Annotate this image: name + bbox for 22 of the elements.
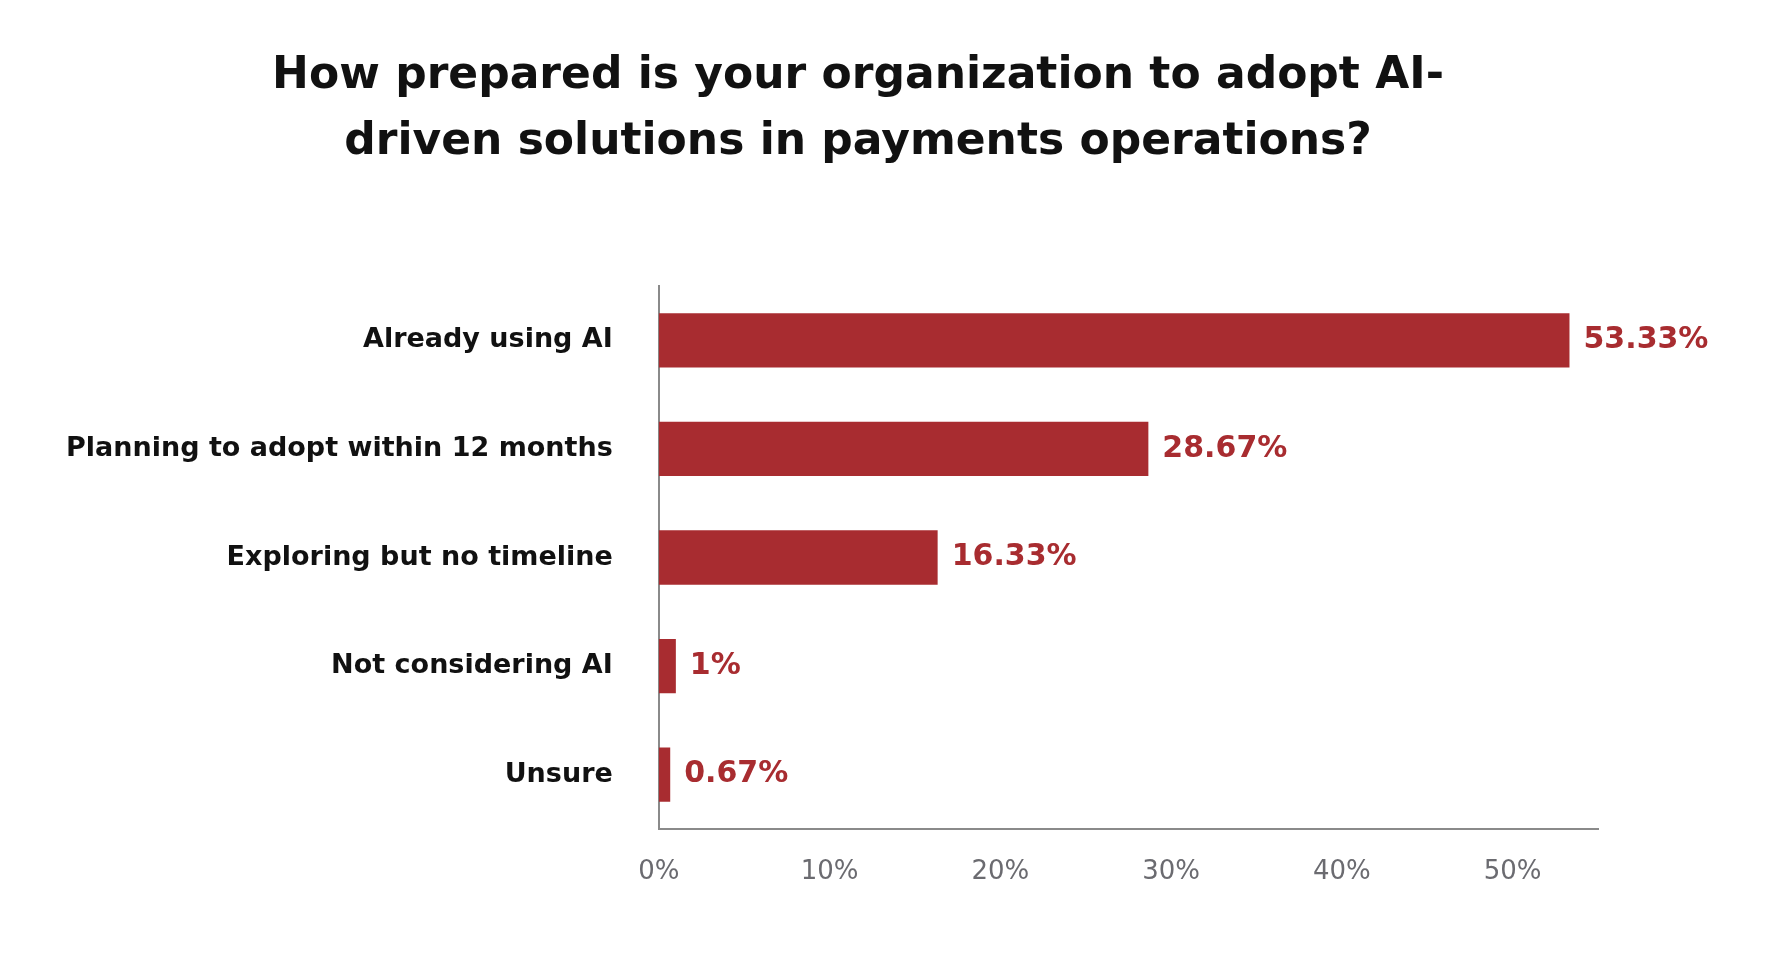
bar [658, 530, 938, 585]
y-tick-label: Planning to adopt within 12 months [66, 431, 613, 462]
data-label: 16.33% [951, 537, 1077, 573]
x-tick-label: 20% [971, 855, 1030, 886]
data-label: 28.67% [1162, 428, 1288, 464]
y-tick-label: Not considering AI [331, 648, 613, 680]
x-tick-label: 50% [1483, 855, 1542, 886]
bar [658, 313, 1570, 368]
y-tick-label: Exploring but no timeline [226, 539, 613, 571]
x-tick-label: 30% [1142, 855, 1200, 886]
x-tick-label: 10% [800, 855, 859, 886]
x-tick-label: 40% [1312, 855, 1371, 886]
y-tick-label: Unsure [504, 756, 613, 788]
bar [658, 638, 676, 694]
chart-title: How prepared is your organization to adopt AI-driven solutions in payments operations? [271, 46, 1445, 166]
data-label: 0.67% [684, 754, 789, 790]
data-label: 53.33% [1583, 320, 1709, 356]
y-tick-label: Already using AI [363, 322, 613, 354]
bar [658, 747, 671, 802]
data-label: 1% [689, 645, 741, 681]
x-tick-label: 0% [638, 855, 680, 886]
bar [658, 421, 1149, 477]
